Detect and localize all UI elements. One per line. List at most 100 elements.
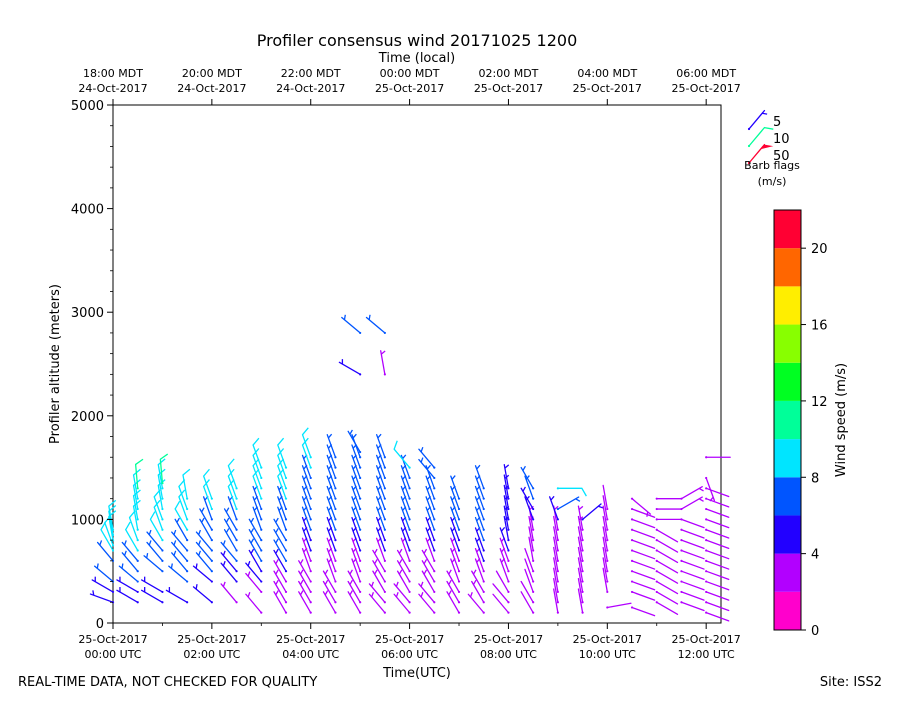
barb-half-feather [469, 592, 473, 598]
barb-half-feather [250, 517, 255, 523]
barb-station-dot [235, 518, 238, 521]
barb-station-dot [111, 528, 115, 531]
barb-station-dot [408, 590, 411, 594]
barb-station-dot [655, 497, 658, 500]
barb-staff [195, 541, 213, 562]
wind-barb [220, 581, 238, 604]
barb-staff [503, 495, 510, 521]
barb-staff [705, 549, 730, 560]
barb-staff [396, 560, 411, 583]
barb-station-dot [532, 601, 535, 604]
barb-half-feather [420, 457, 424, 463]
barb-staff [524, 558, 534, 583]
profile-column [680, 486, 705, 612]
barb-station-dot [433, 466, 436, 469]
wind-barb [376, 433, 386, 459]
barb-station-dot [284, 497, 288, 500]
wind-barb [171, 550, 189, 573]
barb-staff [602, 526, 608, 552]
barb-half-feather [598, 505, 604, 509]
barb-staff [474, 485, 485, 510]
barb-station-dot [581, 611, 584, 614]
barb-staff [656, 549, 679, 564]
barb-station-dot [136, 590, 139, 594]
barb-staff [203, 475, 213, 500]
wind-barb [277, 468, 288, 500]
barb-staff [252, 506, 262, 531]
wind-barb [157, 458, 166, 490]
barb-half-feather [398, 548, 403, 554]
barb-staff [705, 539, 730, 549]
barb-staff [322, 570, 337, 593]
barb-staff [140, 579, 164, 593]
barb-station-dot [680, 549, 683, 552]
wind-barb [245, 592, 263, 614]
barb-half-feather [423, 548, 428, 554]
barb-station-dot [359, 456, 362, 459]
wind-barb [630, 590, 656, 601]
wind-barb [182, 468, 191, 500]
barb-staff [372, 570, 386, 593]
barb-half-feather [225, 528, 230, 534]
wind-barb [396, 569, 411, 594]
barb-staff [503, 505, 510, 531]
barb-half-feather [250, 548, 255, 554]
barb-station-dot [359, 601, 362, 604]
barb-station-dot [235, 539, 238, 542]
profile-column [393, 440, 411, 614]
barb-staff [553, 588, 559, 614]
barb-staff [656, 570, 679, 584]
barb-staff [273, 539, 287, 562]
wind-barb [630, 539, 656, 549]
wind-barb [140, 576, 164, 594]
barb-station-dot [532, 487, 535, 490]
barb-staff [140, 589, 164, 603]
barb-station-dot [383, 539, 386, 542]
barb-station-dot [383, 570, 386, 573]
wind-barb [680, 486, 704, 500]
barb-station-dot [186, 570, 189, 573]
wind-barb [203, 479, 213, 511]
legend-barb [747, 109, 768, 131]
barb-station-dot [482, 539, 485, 542]
barb-station-dot [359, 487, 362, 490]
barb-full-feather [108, 499, 117, 507]
barb-staff [301, 465, 312, 489]
barb-staff [171, 531, 188, 552]
wind-barb [630, 580, 656, 591]
barb-station-dot [630, 559, 634, 562]
barb-staff [273, 570, 287, 593]
wind-barb [248, 538, 263, 562]
barb-station-dot [606, 590, 609, 594]
wind-barb [223, 517, 238, 542]
wind-barb [680, 549, 705, 560]
barb-station-dot [383, 611, 386, 614]
barb-staff [474, 527, 485, 552]
barb-staff [248, 529, 262, 552]
wind-barb [248, 528, 263, 552]
wind-barb [223, 507, 238, 531]
barb-full-feather [764, 126, 774, 130]
colorbar-frame [773, 209, 802, 631]
barb-staff [705, 498, 730, 508]
barb-staff [301, 444, 312, 469]
barb-staff [680, 486, 703, 500]
profile-column [467, 464, 485, 614]
barb-station-dot [359, 580, 362, 583]
wind-barb [446, 569, 461, 594]
barb-full-feather [182, 468, 191, 476]
barb-station-dot [680, 570, 683, 573]
barb-station-dot [532, 559, 535, 562]
wind-barb [396, 559, 411, 583]
barb-staff [121, 541, 139, 562]
barb-station-dot [747, 161, 751, 165]
colorbar-tick-label: 16 [811, 319, 828, 334]
barb-station-dot [309, 611, 312, 614]
barb-station-dot [260, 466, 263, 469]
barb-staff [195, 552, 213, 572]
wind-barb [556, 487, 587, 497]
wind-barb [171, 540, 189, 562]
barb-station-dot [334, 518, 337, 521]
barb-staff [492, 593, 510, 614]
barb-half-feather [176, 517, 180, 523]
